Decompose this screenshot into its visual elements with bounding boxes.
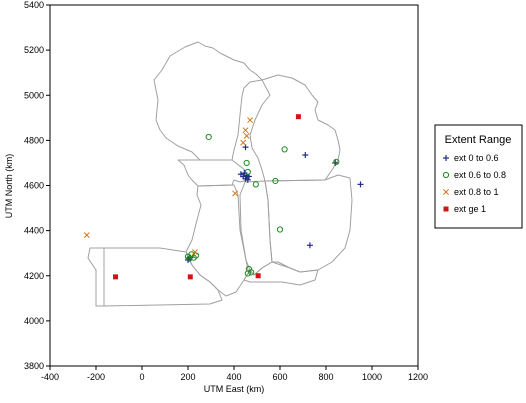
y-tick-label: 5200: [24, 45, 44, 55]
legend-title: Extent Range: [445, 134, 512, 146]
data-point: [247, 117, 254, 124]
data-point: [276, 226, 284, 233]
data-point: [240, 139, 247, 146]
legend-label: ext ge 1: [454, 204, 486, 214]
data-point: [191, 249, 198, 256]
data-point: [255, 273, 261, 279]
y-tick-label: 4200: [24, 271, 44, 281]
legend-label: ext 0.8 to 1: [454, 187, 499, 197]
legend-items: ext 0 to 0.6 ext 0.6 to 0.8 ext 0.8 to 1 ex…: [442, 153, 506, 214]
x-axis: -400 -200 0 200 400 600 800 1000 1200: [41, 366, 428, 382]
legend-marker: [442, 171, 450, 179]
data-point: [243, 132, 250, 139]
data-point: [232, 190, 239, 197]
data-point: [242, 127, 249, 134]
data-point: [83, 232, 90, 239]
state-boundary-michigan-lower: [249, 74, 341, 182]
x-tick-label: 400: [226, 372, 241, 382]
legend-label: ext 0.6 to 0.8: [454, 170, 506, 180]
x-tick-label: 1200: [408, 372, 428, 382]
x-tick-label: 800: [318, 372, 333, 382]
data-point: [113, 274, 119, 280]
data-point: [243, 159, 250, 167]
legend-marker: [443, 206, 449, 212]
data-point: [244, 168, 251, 176]
legend-marker: [443, 155, 449, 161]
x-tick-label: 600: [272, 372, 287, 382]
data-points: [83, 114, 364, 280]
y-tick-label: 5000: [24, 90, 44, 100]
state-boundary-ohio: [264, 174, 353, 273]
x-tick-label: -400: [41, 372, 59, 382]
data-point: [186, 255, 193, 262]
data-point: [205, 133, 212, 141]
data-point: [302, 152, 309, 159]
y-axis: 3800 4000 4200 4400 4600 4800 5000 5200 5400: [24, 0, 50, 371]
y-tick-label: 4000: [24, 316, 44, 326]
y-tick-label: 4600: [24, 181, 44, 191]
legend-box: [434, 124, 523, 229]
data-point: [333, 158, 340, 165]
data-point: [248, 269, 255, 276]
y-axis-title: UTM North (km): [4, 154, 14, 219]
y-tick-label: 5400: [24, 0, 44, 10]
data-point: [332, 159, 339, 166]
data-point: [252, 181, 259, 188]
legend-label: ext 0 to 0.6: [454, 153, 499, 163]
data-point: [281, 146, 288, 153]
x-tick-label: 0: [139, 372, 144, 382]
x-tick-label: 1000: [362, 372, 382, 382]
legend-marker: [443, 189, 449, 195]
x-tick-label: -200: [87, 372, 105, 382]
x-axis-title: UTM East (km): [204, 384, 265, 394]
data-point: [272, 177, 279, 185]
y-tick-label: 4400: [24, 226, 44, 236]
data-point: [185, 256, 191, 263]
y-tick-label: 4800: [24, 135, 44, 145]
data-point: [187, 274, 193, 280]
state-boundary-michigan-upper: [153, 41, 263, 161]
x-tick-label: 200: [180, 372, 195, 382]
state-boundary-kansas-edge: [87, 247, 105, 307]
data-point: [244, 176, 251, 183]
data-point: [295, 114, 301, 120]
data-point: [306, 242, 313, 249]
data-point: [357, 181, 364, 188]
y-tick-label: 3800: [24, 361, 44, 371]
data-point: [244, 270, 251, 277]
